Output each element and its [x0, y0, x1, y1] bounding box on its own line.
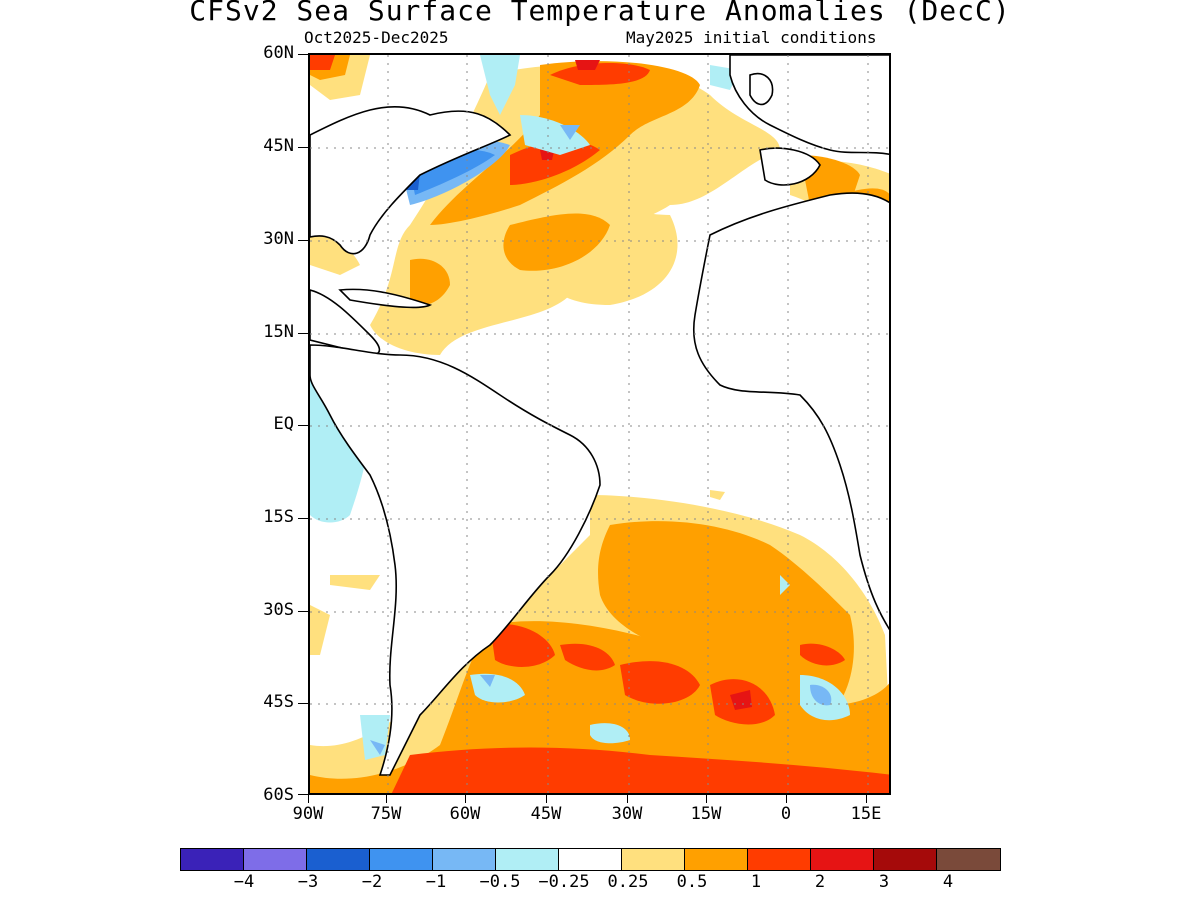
colorbar-swatch	[307, 849, 370, 870]
lon-label-15w: 15W	[690, 804, 722, 824]
lon-label-60w: 60W	[449, 804, 481, 824]
lon-tick	[386, 795, 387, 803]
map-title: CFSv2 Sea Surface Temperature Anomalies …	[189, 0, 1011, 27]
colorbar-swatch	[937, 849, 1000, 870]
north-america	[310, 106, 512, 255]
colorbar	[180, 848, 1001, 871]
colorbar-swatch	[433, 849, 496, 870]
colorbar-label: −3	[297, 872, 319, 892]
british-isles	[749, 73, 774, 106]
colorbar-swatch	[622, 849, 685, 870]
colorbar-swatch	[559, 849, 622, 870]
land-masses	[310, 55, 889, 776]
lat-label-60s: 60S	[263, 785, 294, 805]
lon-label-30w: 30W	[611, 804, 643, 824]
map-canvas	[310, 55, 889, 793]
sst-anomaly-map	[308, 53, 891, 795]
colorbar-label: −4	[233, 872, 255, 892]
colorbar-label: 4	[942, 872, 954, 892]
lat-label-60n: 60N	[263, 43, 294, 63]
colorbar-swatch	[685, 849, 748, 870]
lat-tick	[298, 611, 308, 612]
colorbar-swatch	[811, 849, 874, 870]
lat-tick	[298, 518, 308, 519]
lat-tick	[298, 147, 308, 148]
grid-lines	[310, 55, 889, 793]
lon-tick	[308, 795, 309, 803]
colorbar-label: 3	[878, 872, 890, 892]
colorbar-label: −1	[425, 872, 447, 892]
africa	[692, 192, 889, 631]
lat-tick	[298, 54, 308, 55]
colorbar-label: −0.25	[538, 872, 590, 892]
south-america	[310, 344, 601, 776]
lat-label-30s: 30S	[263, 600, 294, 620]
lon-label-0: 0	[780, 804, 792, 824]
colorbar-swatch	[874, 849, 937, 870]
lon-label-15e: 15E	[850, 804, 882, 824]
colorbar-label: 0.5	[676, 872, 708, 892]
lon-tick	[546, 795, 547, 803]
colorbar-label: 2	[814, 872, 826, 892]
lon-tick	[627, 795, 628, 803]
lat-label-15n: 15N	[263, 322, 294, 342]
lon-tick	[866, 795, 867, 803]
lat-label-15s: 15S	[263, 507, 294, 527]
lon-tick	[786, 795, 787, 803]
colorbar-swatch	[748, 849, 811, 870]
lon-tick	[706, 795, 707, 803]
lon-tick	[465, 795, 466, 803]
forecast-period: Oct2025-Dec2025	[304, 28, 449, 47]
lat-label-45s: 45S	[263, 692, 294, 712]
iberia	[759, 147, 821, 186]
lon-label-75w: 75W	[370, 804, 402, 824]
cuba	[338, 288, 433, 309]
lat-tick	[298, 703, 308, 704]
lat-tick	[298, 794, 308, 795]
colorbar-swatch	[244, 849, 307, 870]
colorbar-swatch	[496, 849, 559, 870]
lat-tick	[298, 240, 308, 241]
lat-label-eq: EQ	[273, 414, 294, 434]
lat-label-30n: 30N	[263, 229, 294, 249]
colorbar-label: −2	[361, 872, 383, 892]
colorbar-label: 0.25	[607, 872, 649, 892]
colorbar-label: −0.5	[479, 872, 521, 892]
colorbar-label: 1	[750, 872, 762, 892]
lat-label-45n: 45N	[263, 136, 294, 156]
lat-tick	[298, 425, 308, 426]
lat-tick	[298, 333, 308, 334]
colorbar-swatch	[370, 849, 433, 870]
lon-label-90w: 90W	[292, 804, 324, 824]
anomaly-fill-1-2	[310, 55, 889, 793]
lon-label-45w: 45W	[530, 804, 562, 824]
initial-conditions: May2025 initial conditions	[626, 28, 877, 47]
colorbar-swatch	[181, 849, 244, 870]
